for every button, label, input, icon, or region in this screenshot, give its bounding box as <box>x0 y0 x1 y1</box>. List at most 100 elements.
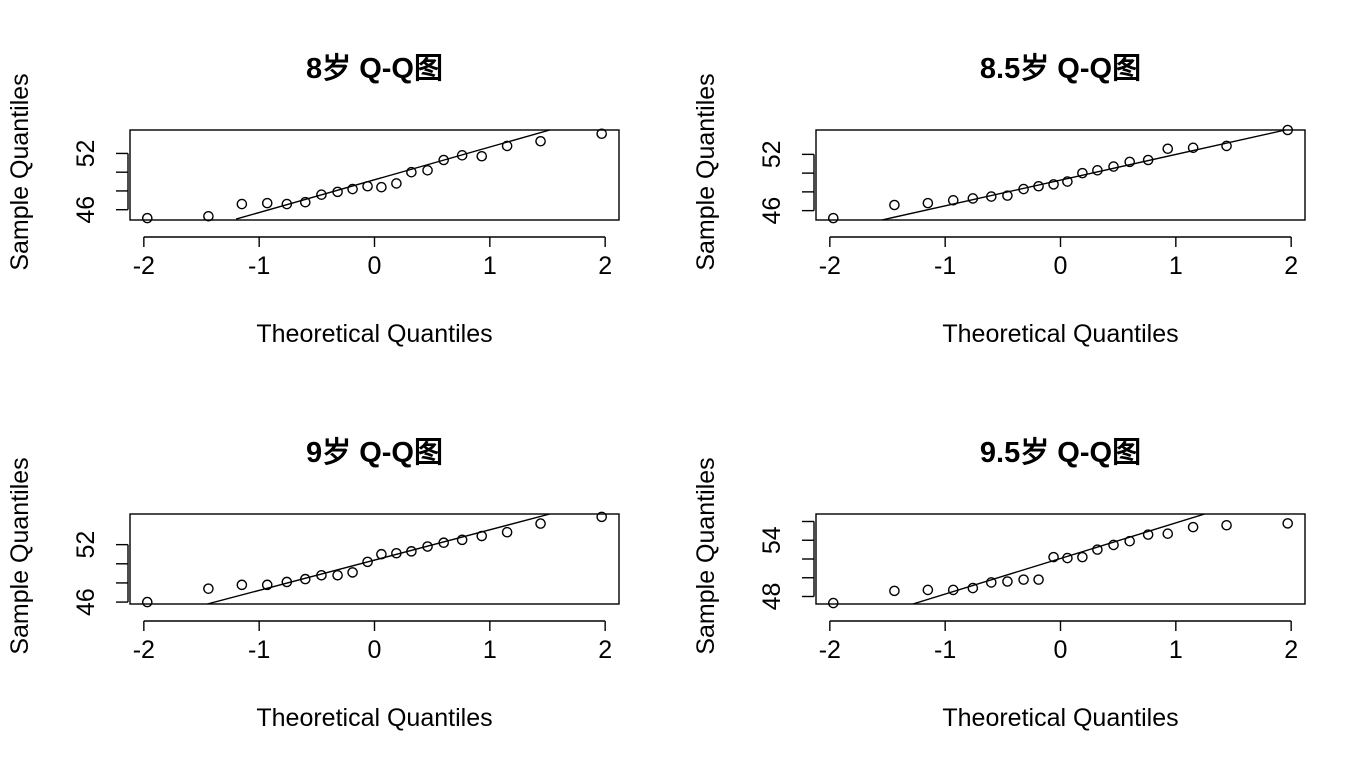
sample-point <box>889 585 900 597</box>
sample-point <box>889 199 900 211</box>
sample-point <box>438 537 449 549</box>
x-tick-label: -1 <box>934 252 956 280</box>
sample-point <box>1162 528 1174 539</box>
x-tick-label: 2 <box>1284 252 1298 280</box>
sample-point <box>300 573 311 585</box>
sample-point <box>203 583 214 594</box>
sample-point <box>947 584 959 596</box>
x-tick-label: -1 <box>248 252 270 280</box>
sample-point <box>1018 183 1029 195</box>
x-tick-label: -2 <box>133 252 155 280</box>
x-tick-label: -1 <box>934 636 956 664</box>
sample-point <box>261 197 273 209</box>
sample-point <box>281 198 293 210</box>
x-tick-label: 0 <box>368 636 382 664</box>
y-axis: 46 52 <box>72 140 129 224</box>
y-tick-label: 46 <box>758 197 786 225</box>
sample-point <box>391 178 402 189</box>
qq-panel: 9岁 Q-Q图 -2 -1 0 1 2 Theoretical Quantiles 46 52 S… <box>6 436 620 732</box>
sample-point <box>1002 576 1013 587</box>
sample-point <box>141 212 153 224</box>
sample-point <box>236 579 248 591</box>
sample-point <box>332 186 343 198</box>
sample-point <box>332 569 343 581</box>
qq-panel: 8.5岁 Q-Q图 -2 -1 0 1 2 Theoretical Quantiles 46 5… <box>692 52 1306 348</box>
x-axis-title: Theoretical Quantiles <box>942 320 1178 348</box>
sample-point <box>1048 179 1059 190</box>
sample-point <box>986 191 997 202</box>
x-tick-label: 0 <box>368 252 382 280</box>
sample-points <box>141 511 608 608</box>
sample-point <box>1108 539 1119 551</box>
y-tick-label: 52 <box>72 531 100 559</box>
sample-point <box>1092 165 1103 176</box>
sample-point <box>376 548 387 560</box>
sample-point <box>1062 552 1073 564</box>
sample-point <box>456 534 468 546</box>
sample-point <box>501 526 513 538</box>
plot-frame <box>815 129 1306 221</box>
qq-panel: 9.5岁 Q-Q图 -2 -1 0 1 2 Theoretical Quantiles 48 5… <box>692 436 1306 732</box>
sample-point <box>300 196 311 208</box>
sample-point <box>535 518 546 529</box>
qq-reference-line <box>912 514 1205 604</box>
sample-point <box>967 193 979 204</box>
sample-point <box>827 212 839 224</box>
sample-point <box>827 597 839 609</box>
sample-point <box>141 596 153 608</box>
qq-panel: 8岁 Q-Q图 -2 -1 0 1 2 Theoretical Quantiles 46 52 S… <box>6 52 620 348</box>
panel-title: 9.5岁 Q-Q图 <box>980 436 1141 469</box>
x-axis: -2 -1 0 1 2 <box>819 620 1298 664</box>
sample-point <box>422 165 433 176</box>
x-axis: -2 -1 0 1 2 <box>819 236 1298 280</box>
x-tick-label: -2 <box>133 636 155 664</box>
sample-point <box>316 569 327 581</box>
y-tick-label: 48 <box>758 583 786 611</box>
sample-point <box>1002 190 1013 201</box>
x-tick-label: -2 <box>819 636 841 664</box>
sample-point <box>362 556 373 568</box>
sample-point <box>1142 529 1154 540</box>
plot-frame <box>815 513 1306 605</box>
sample-point <box>391 547 402 559</box>
sample-point <box>535 135 546 147</box>
sample-point <box>596 511 608 523</box>
sample-point <box>1033 180 1044 192</box>
x-axis: -2 -1 0 1 2 <box>133 620 612 664</box>
x-axis: -2 -1 0 1 2 <box>133 236 612 280</box>
plot-frame <box>129 513 620 605</box>
y-axis: 48 54 <box>758 520 815 611</box>
x-tick-label: 2 <box>598 252 612 280</box>
sample-point <box>1077 167 1088 179</box>
y-tick-label: 46 <box>72 588 100 616</box>
y-axis-title: Sample Quantiles <box>692 457 720 654</box>
sample-point <box>922 584 934 596</box>
x-axis-title: Theoretical Quantiles <box>256 704 492 732</box>
y-axis-title: Sample Quantiles <box>6 73 34 270</box>
sample-point <box>1124 156 1135 168</box>
sample-point <box>1187 142 1199 154</box>
y-axis-title: Sample Quantiles <box>692 73 720 270</box>
y-axis: 46 52 <box>72 531 129 616</box>
sample-point <box>476 150 488 162</box>
sample-point <box>1062 176 1073 187</box>
sample-point <box>261 579 273 591</box>
x-tick-label: 1 <box>1169 252 1183 280</box>
panel-title: 9岁 Q-Q图 <box>306 436 443 469</box>
sample-point <box>1142 154 1154 166</box>
x-tick-label: -2 <box>819 252 841 280</box>
qq-reference-line <box>881 130 1286 220</box>
x-tick-label: 2 <box>1284 636 1298 664</box>
sample-point <box>1077 551 1088 563</box>
qq-reference-line <box>235 130 550 220</box>
x-tick-label: 1 <box>483 252 497 280</box>
sample-point <box>1108 161 1119 172</box>
sample-point <box>1221 140 1232 152</box>
x-axis-title: Theoretical Quantiles <box>942 704 1178 732</box>
sample-point <box>1092 544 1103 555</box>
sample-points <box>827 518 1294 609</box>
y-axis-title: Sample Quantiles <box>6 457 34 654</box>
sample-point <box>1033 574 1044 585</box>
